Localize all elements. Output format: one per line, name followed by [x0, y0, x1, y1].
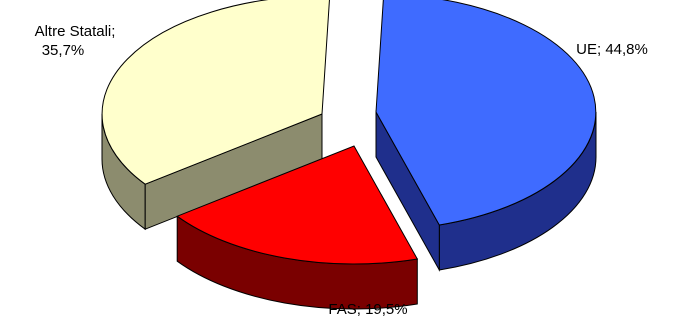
slice-label-fas: FAS; 19,5%: [328, 301, 407, 318]
pie-sides: [101, 110, 597, 310]
slice-label-ue: UE; 44,8%: [576, 41, 648, 58]
slice-label-altre-statali-line1: Altre Statali;: [35, 23, 116, 40]
slice-label-altre-statali-line2: 35,7%: [42, 42, 85, 59]
slice-altre-statali: [101, 0, 330, 185]
slice-ue: [375, 0, 597, 226]
slice-fas: [176, 145, 419, 265]
pie-tops: [101, 0, 597, 265]
